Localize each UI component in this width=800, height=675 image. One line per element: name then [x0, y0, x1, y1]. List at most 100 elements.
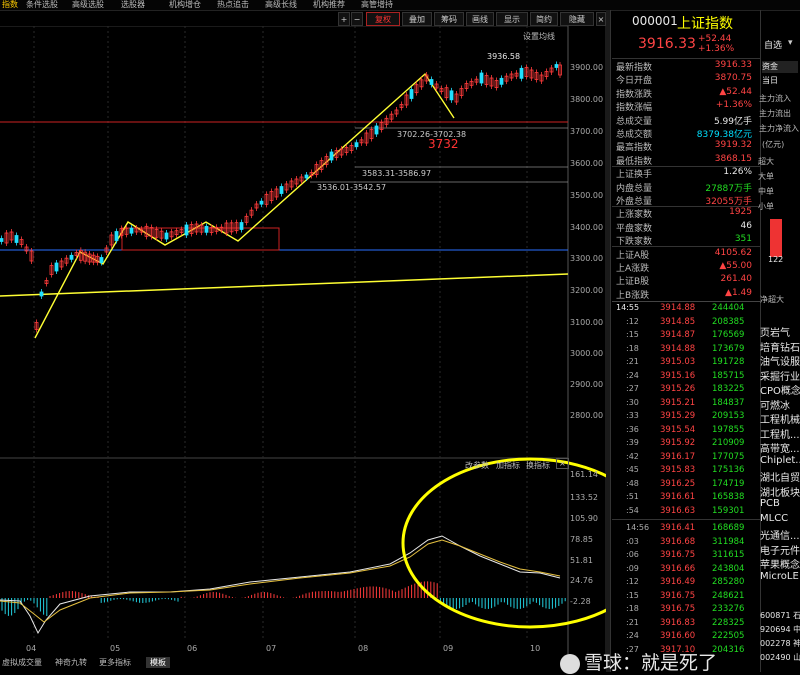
sector-item[interactable]: MicroLE [760, 570, 799, 582]
quote-field-value: 3919.32 [714, 140, 752, 151]
hide-button[interactable]: 隐藏 [560, 12, 594, 26]
indicator-axis-label: 78.85 [570, 535, 593, 544]
sector-item[interactable]: 电子元件 [760, 545, 800, 557]
menu-item-condition[interactable]: 条件选股 [26, 0, 58, 9]
close-chart-button[interactable]: × [596, 12, 606, 26]
menu-item-hotspot[interactable]: 热点追击 [217, 0, 249, 9]
quote-field-value: 5.99亿手 [713, 116, 752, 127]
divider [612, 165, 760, 167]
price-pct: +1.36% [698, 44, 735, 54]
menu-item-advanced[interactable]: 高级选股 [72, 0, 104, 9]
sector-item[interactable]: 工程机械 [760, 415, 800, 426]
indicator-close-button[interactable]: × [556, 458, 569, 469]
tick-price: 3916.83 [660, 617, 696, 628]
price-axis-label: 3500.00 [570, 191, 604, 200]
ma-setting-link[interactable]: 设置均线 [523, 32, 555, 41]
trend-line [0, 273, 569, 297]
simple-button[interactable]: 简约 [530, 12, 558, 26]
quote-field-label: 最低指数 [616, 156, 653, 167]
sector-item[interactable]: 培育钻石 [760, 342, 800, 354]
tick-price: 3915.21 [660, 397, 696, 408]
quote-field-value: 3916.33 [714, 60, 752, 70]
sector-item[interactable]: 工程机... [760, 429, 800, 441]
sector-item[interactable]: 苹果概念 [760, 560, 800, 571]
tick-volume: 176569 [712, 330, 745, 340]
menu-item-picker[interactable]: 选股器 [121, 0, 145, 9]
indicator-edit-params[interactable]: 改参数 [465, 461, 489, 470]
tab-magic-nine[interactable]: 神奇九转 [55, 658, 87, 667]
display-button[interactable]: 显示 [496, 12, 528, 26]
tick-volume: 209153 [712, 411, 745, 421]
sector-item[interactable]: 页岩气 [760, 328, 790, 339]
sector-item[interactable]: 高带宽... [760, 444, 800, 455]
chevron-down-icon[interactable]: ▾ [788, 38, 793, 48]
tab-capital[interactable]: 资金 [762, 61, 798, 73]
indicator-axis-label: 24.76 [570, 576, 593, 585]
size-small: 小单 [758, 202, 774, 211]
sector-item[interactable]: 光通信... [760, 531, 800, 542]
sector-item[interactable]: MLCC [760, 512, 789, 524]
size-super: 超大 [758, 157, 774, 166]
tick-price: 3916.63 [660, 505, 696, 516]
tick-time: :39 [626, 438, 639, 447]
sector-item[interactable]: Chiplet... [760, 454, 800, 466]
overlay-button[interactable]: 叠加 [402, 12, 432, 26]
quote-field-label: 上证换手 [616, 170, 653, 181]
quote-field-value: +1.36% [715, 100, 752, 111]
panel-splitter[interactable] [606, 10, 610, 672]
menu-item-recommend[interactable]: 机构推荐 [313, 0, 345, 9]
tick-price: 3914.85 [660, 316, 696, 327]
watchlist-button[interactable]: 自选 [764, 41, 783, 51]
tick-time: :18 [626, 343, 639, 353]
tick-volume: 243804 [712, 563, 745, 574]
indicator-swap[interactable]: 换指标 [526, 461, 550, 470]
fuquan-button[interactable]: 复权 [366, 12, 400, 26]
stock-code-item[interactable]: 002490 山 [760, 653, 800, 662]
quote-field-value: 8379.38亿元 [696, 130, 752, 140]
chips-button[interactable]: 筹码 [434, 12, 464, 26]
tick-volume: 210909 [712, 438, 745, 448]
menu-item-longline[interactable]: 高级长线 [265, 0, 297, 9]
price-axis-label: 2800.00 [570, 411, 604, 420]
sector-item[interactable]: 可燃冰 [760, 400, 790, 412]
sector-item[interactable]: 采掘行业 [760, 371, 800, 383]
quote-field-label: 上证B股 [616, 277, 650, 288]
stock-code-item[interactable]: 920694 中 [760, 625, 800, 634]
price-change: +52.44 [698, 34, 732, 44]
tick-volume: 228325 [712, 617, 745, 628]
sector-item[interactable]: CPO概念 [760, 386, 800, 397]
sector-item[interactable]: PCB [760, 498, 780, 509]
indicator-axis-label: -2.28 [570, 597, 591, 606]
indicator-add[interactable]: 加指标 [496, 461, 520, 470]
quote-field-label: 上涨家数 [616, 210, 653, 221]
divider [612, 206, 760, 207]
quote-field-value: 3870.75 [714, 73, 752, 84]
tab-template[interactable]: 模板 [146, 657, 170, 668]
tab-today[interactable]: 当日 [762, 76, 778, 85]
draw-line-button[interactable]: 画线 [466, 12, 494, 26]
sector-item[interactable]: 湖北板块 [760, 487, 800, 499]
quote-field-label: 平盘家数 [616, 223, 653, 234]
zoom-in-button[interactable]: + [338, 12, 350, 26]
quote-field-label: 下跌家数 [616, 237, 653, 248]
tick-time: :42 [626, 451, 639, 461]
menu-item-exec-add[interactable]: 高管增持 [361, 0, 393, 9]
zoom-out-button[interactable]: − [351, 12, 363, 26]
tab-virtual-volume[interactable]: 虚拟成交量 [2, 658, 42, 667]
stock-code-item[interactable]: 002278 神 [760, 639, 800, 648]
sector-item[interactable]: 湖北自贸 [760, 473, 800, 484]
tick-price: 3916.66 [660, 563, 696, 574]
net-flow-label: 主力净流入 [759, 124, 799, 133]
menu-item-inst-add[interactable]: 机构增仓 [169, 0, 201, 9]
quote-field-value: 27887万手 [705, 183, 752, 194]
tick-volume: 174719 [712, 478, 745, 489]
price-axis-label: 3800.00 [570, 95, 604, 104]
sector-item[interactable]: 油气设服 [760, 357, 800, 368]
stock-code-item[interactable]: 600871 石 [760, 611, 800, 620]
tick-price: 3916.41 [660, 523, 696, 533]
menu-item-index[interactable]: 指数 [2, 0, 18, 9]
quote-field-label: 上证A股 [616, 250, 650, 261]
kline-chart[interactable] [0, 26, 610, 656]
quote-field-label: 总成交额 [616, 130, 653, 140]
tab-more-indicators[interactable]: 更多指标 [99, 658, 131, 667]
